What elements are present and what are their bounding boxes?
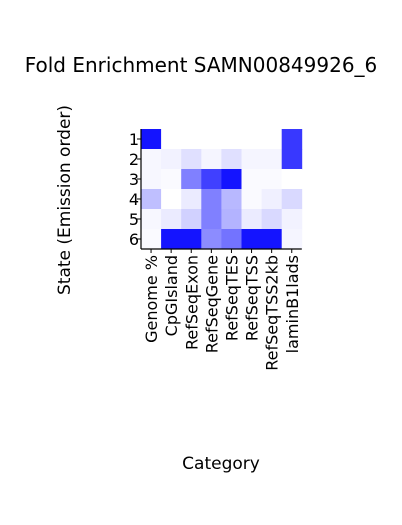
heatmap-cell-2-5	[242, 149, 263, 169]
heatmap-cell-4-1	[161, 189, 182, 209]
heatmap-cell-1-7	[282, 129, 303, 149]
heatmap-cell-4-0	[141, 189, 162, 209]
heatmap-cell-3-6	[262, 169, 283, 189]
x-tick-labels: Genome % CpGIsland RefSeqExon RefSeqGene Ref…	[142, 249, 302, 371]
heatmap-cells	[141, 129, 302, 249]
heatmap-cell-1-2	[181, 129, 202, 149]
heatmap-cell-1-6	[262, 129, 283, 149]
y-tick-label: 4	[129, 190, 139, 209]
heatmap-cell-6-4	[221, 229, 242, 249]
heatmap-cell-4-3	[201, 189, 222, 209]
heatmap-cell-3-4	[221, 169, 242, 189]
y-tick-label: 3	[129, 170, 139, 189]
heatmap-cell-3-2	[181, 169, 202, 189]
heatmap-cell-5-7	[282, 209, 303, 229]
x-axis-label: Category	[182, 454, 260, 474]
heatmap-cell-5-0	[141, 209, 162, 229]
y-tick-label: 1	[129, 130, 139, 149]
heatmap-cell-3-1	[161, 169, 182, 189]
x-tick-label: CpGIsland	[162, 255, 181, 336]
y-tick-label: 5	[129, 210, 139, 229]
heatmap-cell-5-3	[201, 209, 222, 229]
heatmap-cell-6-6	[262, 229, 283, 249]
y-axis-label: State (Emission order)	[55, 105, 75, 295]
x-tick-label: RefSeqExon	[182, 255, 201, 350]
y-tick-label: 6	[129, 230, 139, 249]
x-tick-label: Genome %	[142, 255, 161, 343]
heatmap-cell-1-4	[221, 129, 242, 149]
y-tick-label: 2	[129, 150, 139, 169]
heatmap-cell-5-2	[181, 209, 202, 229]
heatmap-cell-2-2	[181, 149, 202, 169]
x-tick-label: RefSeqTSS2kb	[263, 255, 282, 371]
heatmap-cell-4-2	[181, 189, 202, 209]
heatmap-cell-6-7	[282, 229, 303, 249]
heatmap-cell-2-6	[262, 149, 283, 169]
heatmap-cell-5-1	[161, 209, 182, 229]
heatmap-cell-4-4	[221, 189, 242, 209]
heatmap-cell-4-7	[282, 189, 303, 209]
x-tick-label: RefSeqTES	[222, 255, 241, 341]
heatmap-cell-2-7	[282, 149, 303, 169]
heatmap-cell-4-6	[262, 189, 283, 209]
heatmap-cell-1-1	[161, 129, 182, 149]
heatmap-cell-5-6	[262, 209, 283, 229]
heatmap-cell-6-0	[141, 229, 162, 249]
heatmap-cell-2-3	[201, 149, 222, 169]
heatmap-cell-1-0	[141, 129, 162, 149]
heatmap-cell-2-4	[221, 149, 242, 169]
x-tick-label: laminB1lads	[283, 255, 302, 353]
heatmap-cell-1-5	[242, 129, 263, 149]
heatmap-cell-2-1	[161, 149, 182, 169]
heatmap-cell-3-5	[242, 169, 263, 189]
heatmap-cell-6-2	[181, 229, 202, 249]
heatmap-cell-6-1	[161, 229, 182, 249]
heatmap-cell-3-7	[282, 169, 303, 189]
heatmap-cell-6-5	[242, 229, 263, 249]
heatmap-cell-3-3	[201, 169, 222, 189]
heatmap-cell-5-4	[221, 209, 242, 229]
heatmap-cell-1-3	[201, 129, 222, 149]
heatmap-cell-6-3	[201, 229, 222, 249]
heatmap-cell-2-0	[141, 149, 162, 169]
heatmap-cell-4-5	[242, 189, 263, 209]
x-tick-label: RefSeqTSS	[243, 255, 262, 341]
chart-title: Fold Enrichment SAMN00849926_6	[25, 53, 378, 77]
heatmap-cell-5-5	[242, 209, 263, 229]
heatmap-cell-3-0	[141, 169, 162, 189]
x-tick-label: RefSeqGene	[202, 255, 221, 353]
